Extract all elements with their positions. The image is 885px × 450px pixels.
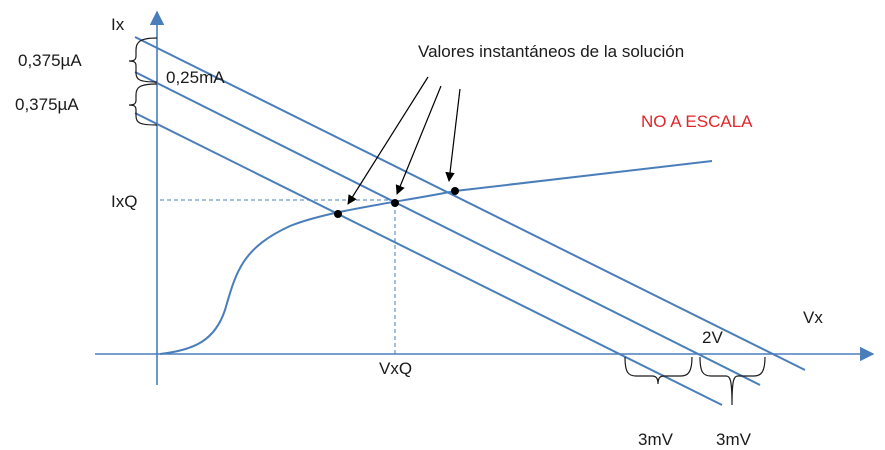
y-axis-label: Ix (111, 15, 125, 34)
current-label: 0,25mA (166, 68, 225, 87)
operating-point-lower (334, 210, 342, 218)
delta-voltage-left-label: 3mV (638, 430, 674, 449)
operating-point-q (391, 199, 399, 207)
brace-lower (128, 83, 158, 126)
load-line-lower (134, 112, 723, 406)
annotation-arrow-q (395, 85, 442, 195)
operating-point-upper (451, 187, 459, 195)
device-characteristic-curve (159, 160, 713, 355)
brace-upper (128, 37, 158, 83)
delta-current-upper-label: 0,375µA (18, 51, 82, 70)
delta-current-lower-label: 0,375µA (15, 95, 79, 114)
intercept-label: 2V (702, 328, 723, 347)
vq-label: VxQ (379, 359, 412, 378)
scale-note: NO A ESCALA (641, 112, 753, 131)
load-line-middle (134, 71, 761, 386)
load-line-upper (134, 36, 806, 371)
annotation-label: Valores instantáneos de la solución (418, 42, 684, 61)
x-axis-label: Vx (803, 308, 823, 327)
delta-voltage-right-label: 3mV (716, 430, 752, 449)
annotation-arrow-lower (347, 76, 429, 205)
brace-voltage-right (699, 356, 766, 406)
iq-label: IxQ (111, 192, 137, 211)
brace-voltage-left (624, 356, 693, 385)
annotation-arrow-upper (445, 88, 461, 182)
